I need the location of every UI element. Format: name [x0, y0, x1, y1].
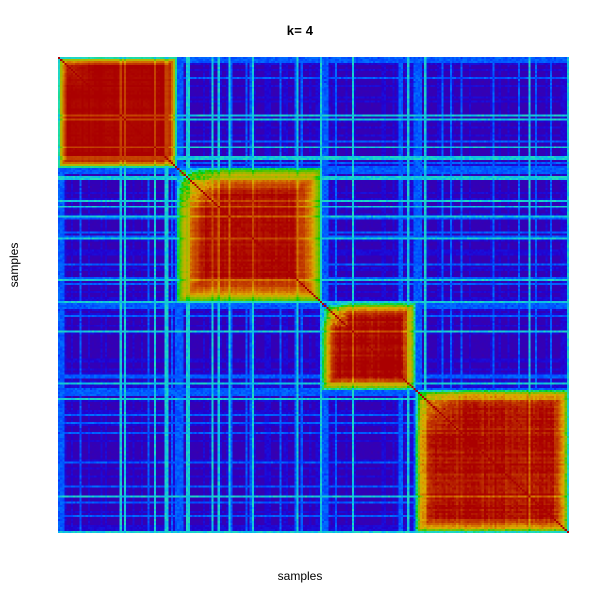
consensus-matrix-heatmap: [58, 57, 569, 533]
x-axis-label: samples: [277, 569, 323, 583]
heatmap-canvas: [58, 57, 569, 533]
page-title: k= 4: [286, 23, 314, 38]
y-axis-label: samples: [7, 242, 21, 288]
